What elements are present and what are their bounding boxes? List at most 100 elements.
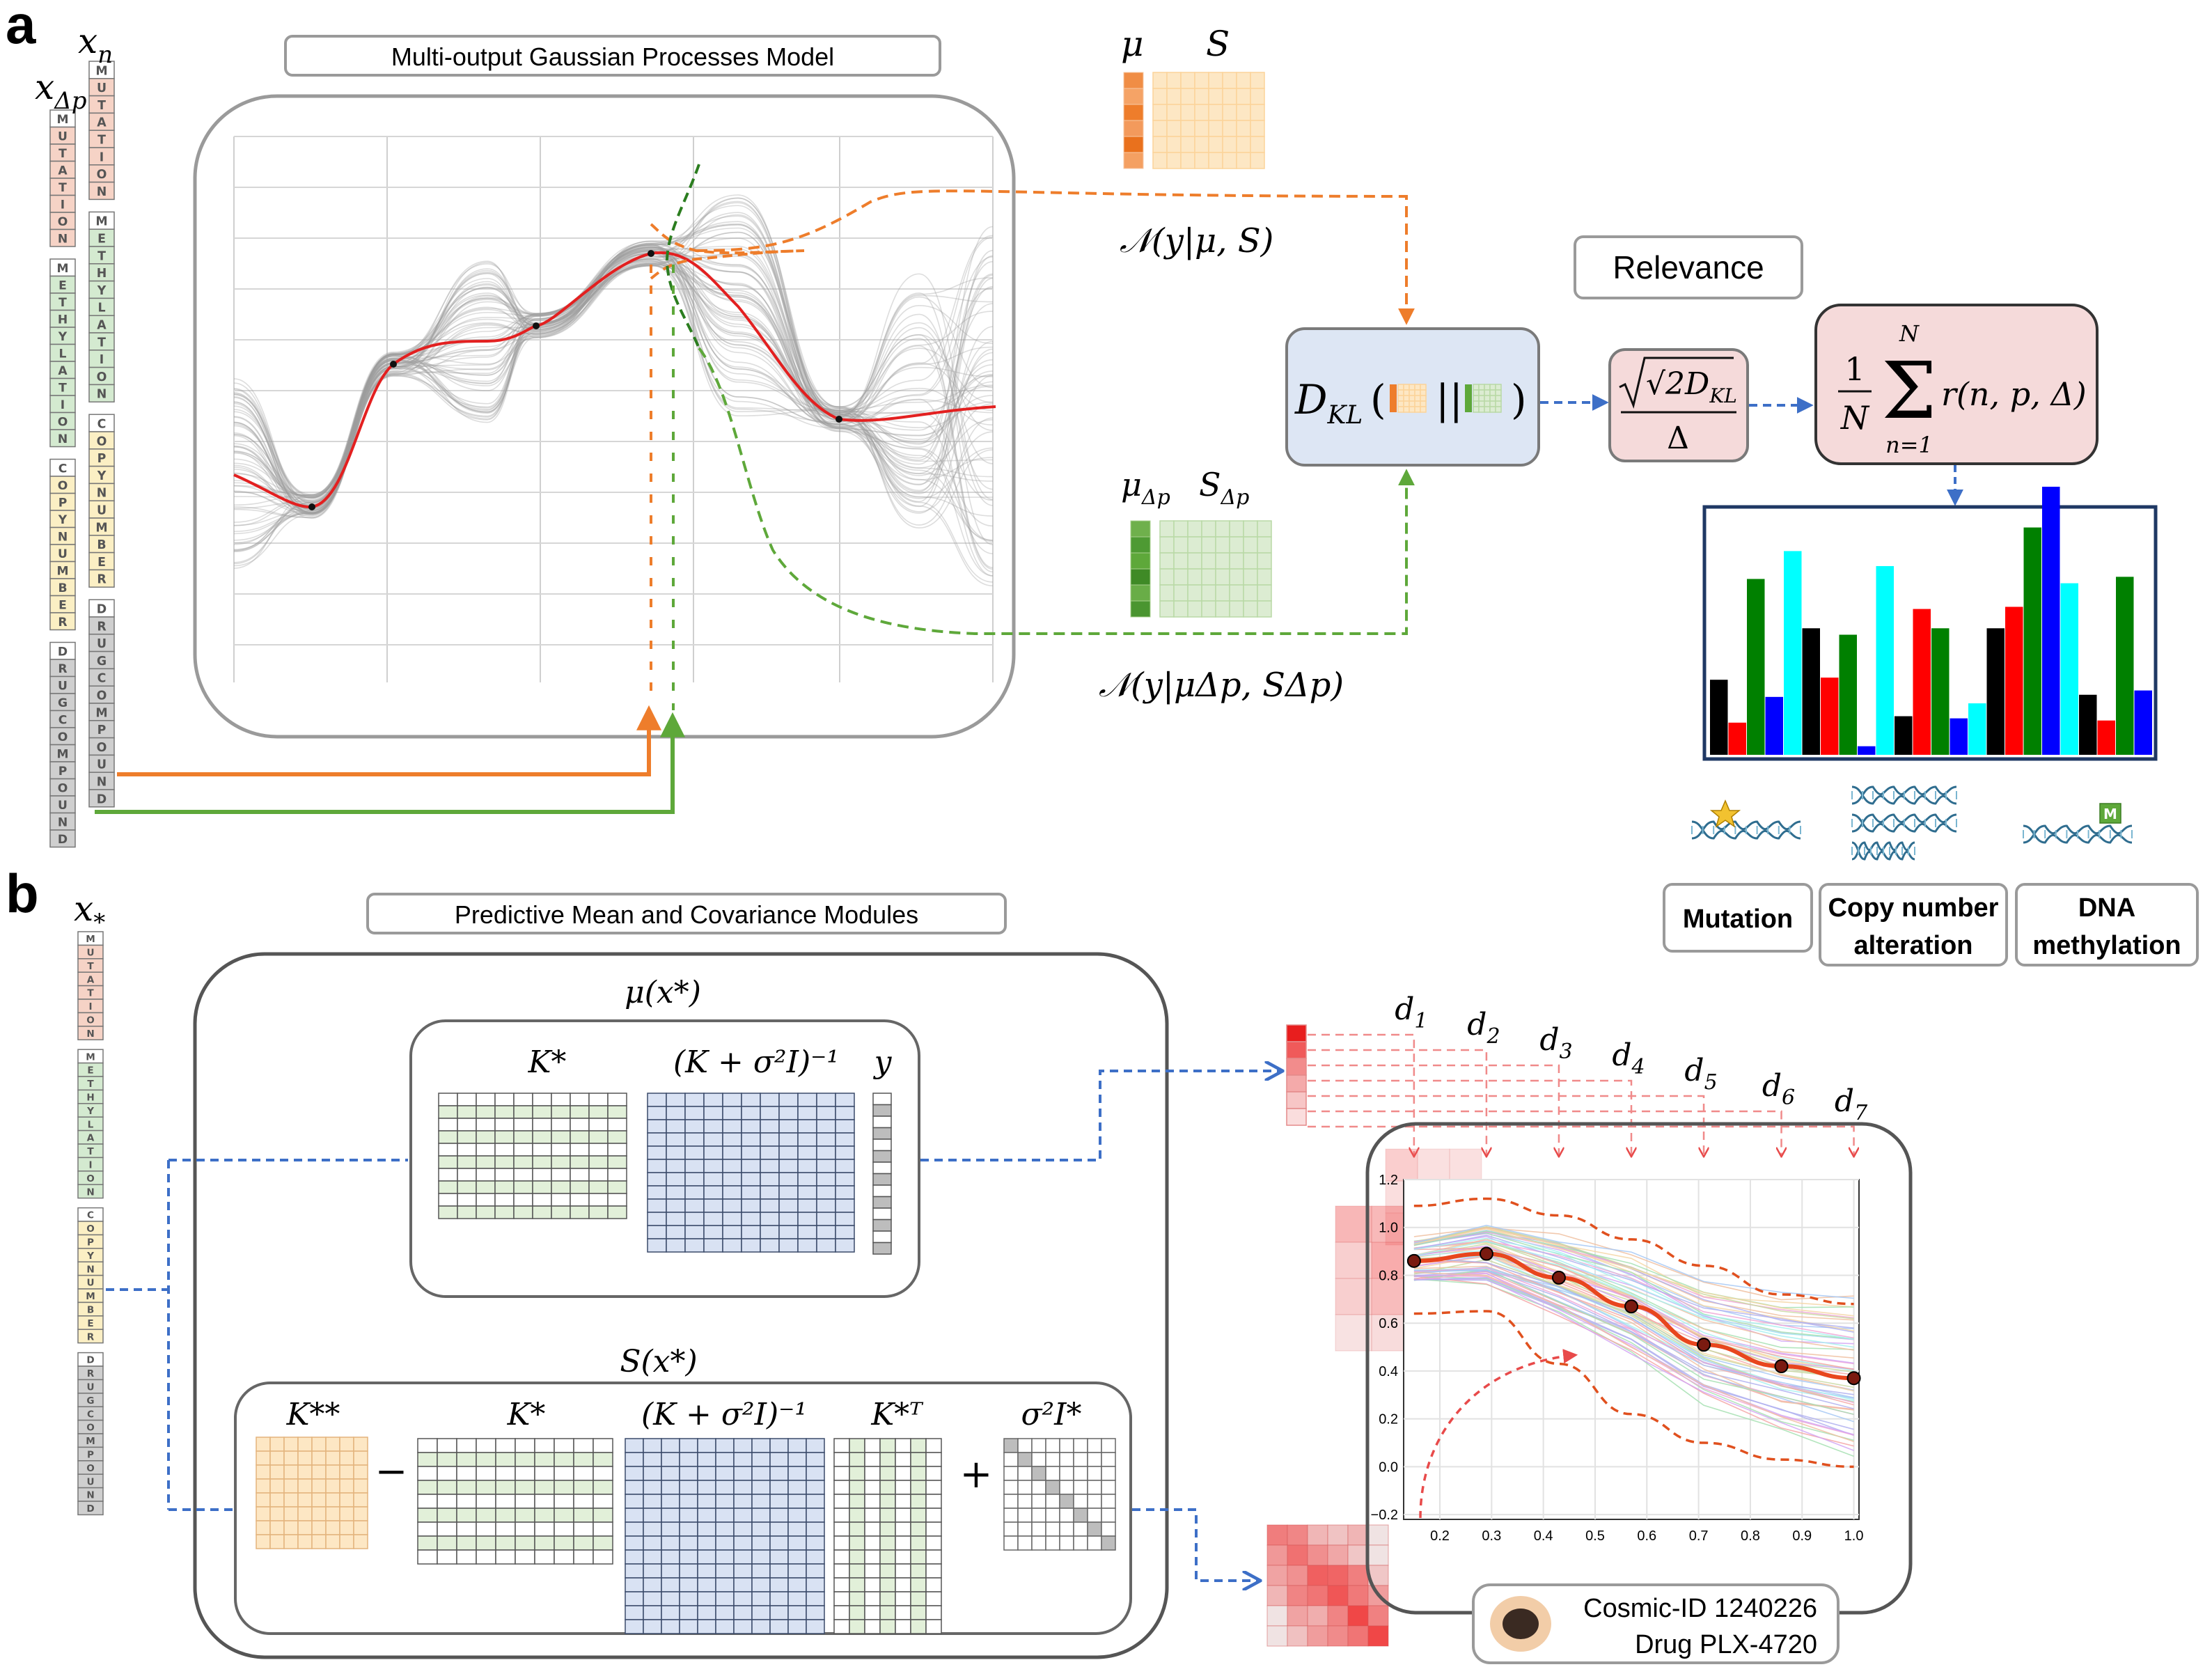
S-cell xyxy=(1152,120,1168,137)
mean-inv-cell xyxy=(722,1119,742,1134)
mean-inv-cell xyxy=(816,1159,836,1173)
feature-letter: Y xyxy=(86,1106,94,1117)
cov-KstarT-cell xyxy=(895,1508,911,1523)
y-tick-label: 0.4 xyxy=(1379,1364,1398,1379)
gp-sample xyxy=(233,246,994,509)
kl-mini-o-cell xyxy=(1414,384,1421,391)
mean-y-cell xyxy=(872,1207,892,1221)
mean-inv-cell xyxy=(778,1225,799,1239)
cov-Kstar-cell xyxy=(593,1508,613,1523)
feature-letter: H xyxy=(58,313,68,327)
heatmap-cell xyxy=(1266,1565,1288,1586)
cov-inv-cell xyxy=(661,1508,680,1523)
kl-mini-g-cell xyxy=(1484,395,1491,402)
cov-inv-cell xyxy=(679,1549,698,1565)
green-input-arrow xyxy=(95,712,685,814)
heatmap-cell xyxy=(1367,1625,1389,1647)
cov-inv-cell xyxy=(806,1438,825,1453)
cov-inv-cell xyxy=(643,1521,662,1537)
S-cell xyxy=(1236,104,1251,121)
mean-inv-cell xyxy=(684,1106,705,1120)
relevance-bar xyxy=(2023,527,2041,755)
mean-Kstar-cell xyxy=(607,1168,627,1182)
mean-inv-cell xyxy=(703,1159,723,1173)
cov-Kss-cell xyxy=(339,1437,354,1452)
feature-letter: I xyxy=(88,1160,92,1171)
feature-letter: E xyxy=(97,556,106,570)
gp-model-box xyxy=(193,94,1016,739)
mean-inv-cell xyxy=(666,1106,686,1120)
S-cell xyxy=(1250,104,1265,121)
cov-KstarT-cell xyxy=(849,1549,865,1565)
kl-mini-o-cell xyxy=(1420,384,1427,391)
feature-letter: U xyxy=(86,948,94,959)
cov-KstarT-cell xyxy=(895,1438,911,1453)
cov-KstarT-cell xyxy=(925,1508,942,1523)
feature-letter: Y xyxy=(58,330,68,344)
S-cell xyxy=(1180,72,1195,89)
gp-sample xyxy=(233,246,994,569)
kl-label: DKL xyxy=(1294,376,1363,430)
mean-inv-cell xyxy=(835,1119,855,1134)
mean-Kstar-cell xyxy=(438,1205,458,1219)
feature-cell xyxy=(49,458,76,477)
S-dp-cell xyxy=(1173,600,1189,618)
S-dp-cell xyxy=(1257,536,1272,554)
cov-KstarT-cell xyxy=(864,1549,881,1565)
mean-inv-cell xyxy=(835,1159,855,1173)
feature-cell xyxy=(88,737,115,756)
cov-inv-cell xyxy=(751,1535,771,1551)
cov-inv-cell xyxy=(697,1494,716,1509)
cov-inv-cell xyxy=(661,1563,680,1579)
cov-KstarT-cell xyxy=(895,1563,911,1579)
dose-guide xyxy=(1308,1110,1782,1156)
heatmap-cell xyxy=(1307,1565,1328,1586)
cov-inv-cell xyxy=(751,1480,771,1495)
heatmap-cell xyxy=(1371,1242,1409,1279)
cov-noise-cell xyxy=(1031,1452,1046,1467)
cov-inv-cell xyxy=(679,1619,698,1634)
cov-inv-cell xyxy=(679,1438,698,1453)
mean-inv-cell xyxy=(666,1172,686,1187)
mean-inv-cell xyxy=(703,1225,723,1239)
heatmap-cell xyxy=(1327,1524,1349,1546)
feature-cell xyxy=(88,431,115,450)
mean-inv-cell xyxy=(778,1212,799,1226)
mean-Kstar-cell xyxy=(551,1143,571,1157)
mean-inv-cell xyxy=(666,1212,686,1226)
gp-sample xyxy=(233,265,994,523)
cov-Kstar-cell xyxy=(593,1494,613,1509)
S-dp-cell xyxy=(1257,584,1272,602)
cov-noise-cell xyxy=(1087,1438,1102,1453)
heatmap-cell xyxy=(1307,1544,1328,1566)
kl-mini-o-cell xyxy=(1409,384,1415,391)
cov-Kstar-cell xyxy=(437,1508,457,1523)
cov-Kstar-cell xyxy=(593,1452,613,1467)
mean-inv-cell xyxy=(797,1106,817,1120)
dose-response-chart: 0.2 0.3 0.4 0.5 0.6 0.7 0.8 0.9 1.0 −0.2 0.0 0.2 0.4… xyxy=(1371,1173,1864,1544)
cov-noise-cell xyxy=(1073,1535,1088,1551)
cov-inv-cell xyxy=(697,1438,716,1453)
dose-guide xyxy=(1308,1095,1704,1156)
kl-mini-o-cell xyxy=(1397,389,1404,396)
mean-inv-cell xyxy=(741,1159,761,1173)
cov-KstarT-cell xyxy=(910,1619,927,1634)
y-tick-label: 0.2 xyxy=(1379,1412,1398,1427)
heatmap-cell xyxy=(1287,1585,1308,1606)
S-dp-matrix xyxy=(1159,520,1272,618)
cov-inv-label: (K + σ²I)⁻¹ xyxy=(641,1397,807,1432)
feature-cell xyxy=(49,395,76,414)
green-bell xyxy=(665,164,700,349)
mean-inv-cell xyxy=(741,1119,761,1134)
S-cell xyxy=(1180,136,1195,153)
cov-noise-cell xyxy=(1003,1508,1019,1523)
cov-KstarT-matrix xyxy=(833,1438,942,1634)
mean-y-cell xyxy=(872,1127,892,1140)
feature-letter: M xyxy=(56,748,68,762)
cov-Kstar-cell xyxy=(417,1549,438,1565)
cov-Kss-cell xyxy=(339,1464,354,1480)
cov-Kss-cell xyxy=(325,1478,340,1494)
cov-noise-cell xyxy=(1087,1494,1102,1509)
cov-Kstar-cell xyxy=(554,1438,574,1453)
cov-Kstar-cell xyxy=(437,1549,457,1565)
